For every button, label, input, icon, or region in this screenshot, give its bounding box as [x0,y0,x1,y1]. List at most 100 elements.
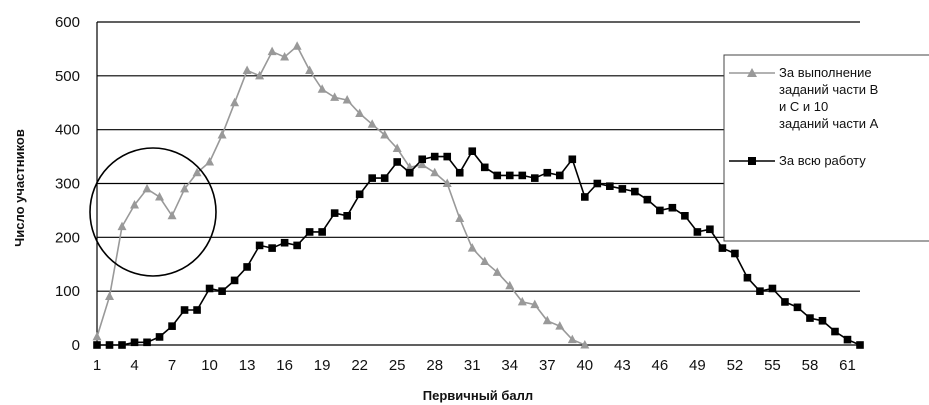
series-1-point [505,280,515,290]
series-1-point [205,156,215,166]
series-1-point [217,130,227,139]
series-2-point [806,314,814,322]
x-axis-title: Первичный балл [423,388,533,403]
x-tick-label: 7 [168,357,176,374]
series-2-point [105,341,114,349]
legend-marker-square [748,157,756,165]
y-tick-labels: 0 100 200 300 400 500 600 [55,14,80,354]
series-2-point [393,158,401,166]
series-1-point [480,256,490,266]
x-tick-label: 58 [802,357,819,374]
series-1-point [342,95,352,104]
series-2-point [718,244,727,252]
x-tick-labels: 1 4 7 10 13 16 19 22 25 28 31 34 37 40 43 46 49 52 55 58 61 [93,357,856,374]
highlight-circle [89,147,217,277]
legend-label-1-line-4: заданий части А [779,116,879,131]
series-2-point [405,168,414,177]
series-2-point [556,171,564,180]
series-2-point [593,179,602,188]
series-2-point [143,338,151,347]
series-2-point [218,287,226,295]
series-1-point [155,191,165,201]
series-2-point [756,287,764,295]
series-2-point [293,241,301,250]
legend-entry-1: За выполнение заданий части В и С и 10 з… [729,65,879,131]
y-tick-label: 200 [55,229,80,246]
series-1-point [242,65,252,74]
series-2-point [168,322,176,330]
legend-label-1-line-1: За выполнение [779,65,872,80]
series-1-point [130,200,140,209]
x-tick-label: 13 [239,357,256,374]
legend: За выполнение заданий части В и С и 10 з… [723,54,929,242]
x-tick-label: 61 [839,357,856,374]
legend-entry-2: За всю работу [729,153,866,168]
series-1-point [455,213,465,222]
series-2-point [618,185,627,193]
series-2-point [831,327,839,336]
x-tick-label: 4 [130,357,138,374]
series-2-point [230,276,239,285]
series-1-point [367,119,377,128]
series-1-point [330,92,340,101]
y-tick-label: 600 [55,14,80,31]
x-tick-label: 19 [314,357,331,374]
series-2-point [355,190,364,199]
series-layer [92,41,864,349]
series-1-point [405,162,415,171]
series-2-point [305,228,314,236]
series-1-point [230,97,240,107]
series-2-point [743,273,752,282]
series-2-point [643,195,652,204]
series-2-point [781,298,789,306]
series-2-point [130,338,139,347]
series-1-point [492,267,502,276]
y-axis-title: Число участников [12,129,27,247]
series-2-point [468,147,477,155]
x-tick-label: 40 [576,357,593,374]
series-2-point [581,193,589,201]
series-2-point [343,212,351,220]
series-2-point [693,228,702,236]
series-1-point [280,51,290,61]
series-2-point [180,306,189,314]
series-1-point [580,340,590,349]
series-2-point [205,284,214,293]
series-2-point [656,206,664,215]
series-2-point [443,152,452,161]
series-1-point [167,210,177,220]
series-2-point [193,306,201,314]
series-1-point [530,299,540,309]
x-tick-label: 46 [652,357,669,374]
series-1-point [417,159,427,169]
series-1-point [305,65,315,74]
legend-label-1-line-3: и С и 10 [779,99,828,114]
x-tick-label: 49 [689,357,706,374]
series-2-point [768,284,777,293]
series-2-point [731,249,739,258]
series-1-point [92,331,102,341]
series-2-point [430,152,439,161]
x-tick-label: 1 [93,357,101,374]
x-tick-label: 55 [764,357,781,374]
series-1-point [555,321,565,330]
series-2-point [843,335,852,344]
legend-box [723,54,929,242]
series-2-point [255,241,264,250]
x-tick-label: 10 [201,357,218,374]
series-1-point [567,334,577,344]
series-1-point [192,167,202,177]
legend-label-1-line-2: заданий части В [779,82,878,97]
x-tick-label: 25 [389,357,406,374]
series-2-point [793,303,802,312]
series-1-point [355,108,365,118]
series-2-point [856,341,864,349]
series-2-point [418,155,427,164]
series-1-point [105,291,115,301]
legend-marker-triangle [747,68,757,77]
series-2-point [493,171,502,180]
series-2-point [330,209,339,217]
series-2-point [681,212,689,220]
series-2-point [268,244,276,252]
